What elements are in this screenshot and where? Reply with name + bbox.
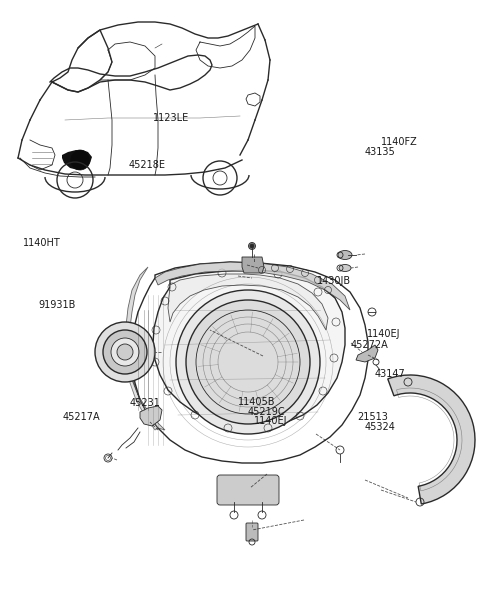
Polygon shape [153,270,345,427]
Circle shape [186,300,310,424]
Polygon shape [242,257,264,273]
Polygon shape [356,345,378,362]
Polygon shape [155,262,350,310]
Text: 45217A: 45217A [62,412,100,421]
Text: 43135: 43135 [365,147,396,156]
Circle shape [103,330,147,374]
Text: 45231: 45231 [130,399,160,408]
Text: 45219C: 45219C [247,408,285,417]
Polygon shape [140,406,162,426]
Text: 43147: 43147 [374,369,405,378]
Circle shape [95,322,155,382]
Ellipse shape [339,265,351,271]
Circle shape [249,243,255,249]
Text: 91931B: 91931B [38,300,76,309]
Text: 1140EJ: 1140EJ [254,416,288,426]
Text: 45272A: 45272A [350,340,388,350]
Circle shape [176,290,320,434]
Text: 1140FZ: 1140FZ [381,137,418,146]
Text: 1140HT: 1140HT [23,238,61,248]
Text: 11405B: 11405B [238,397,275,406]
Polygon shape [62,150,92,170]
Polygon shape [128,346,158,430]
Circle shape [250,244,254,248]
Circle shape [117,344,133,360]
Circle shape [111,338,139,366]
FancyBboxPatch shape [246,523,258,541]
Text: 45218E: 45218E [129,161,166,170]
Wedge shape [388,375,475,504]
Text: 45324: 45324 [365,422,396,432]
Text: 1123LE: 1123LE [153,113,189,123]
Polygon shape [168,274,328,330]
Text: 21513: 21513 [358,412,388,421]
FancyBboxPatch shape [217,475,279,505]
Text: 1430JB: 1430JB [317,276,351,286]
Ellipse shape [338,250,352,259]
Polygon shape [126,267,165,430]
Circle shape [70,150,90,170]
Text: 1140EJ: 1140EJ [367,330,401,339]
